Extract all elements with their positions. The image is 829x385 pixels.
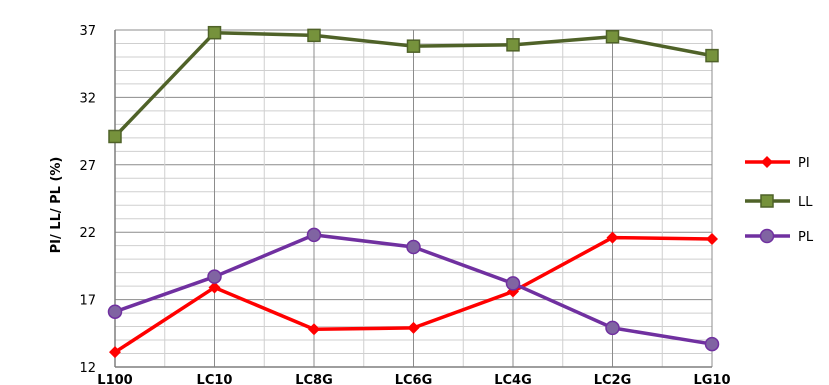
- legend: PI LL PL: [745, 156, 814, 245]
- y-tick-label: 22: [79, 226, 96, 241]
- data-point-ll: [705, 48, 719, 63]
- data-point-pi: [407, 321, 420, 334]
- y-axis-label: PI/ LL/ PL (%): [49, 157, 64, 254]
- data-point-ll: [108, 129, 122, 144]
- data-point-pl: [505, 276, 521, 291]
- data-point-pl: [406, 239, 421, 255]
- data-point-ll: [406, 39, 421, 53]
- data-point-pl: [704, 336, 720, 352]
- legend-entry-ll: LL: [745, 194, 813, 210]
- x-tick-label: LG10: [693, 373, 730, 385]
- data-point-pi: [706, 232, 718, 245]
- x-tick-label: L100: [97, 373, 132, 385]
- data-point-ll: [207, 25, 222, 40]
- y-tick-label: 12: [79, 361, 96, 376]
- data-point-pl: [107, 304, 123, 319]
- legend-label-pl: PL: [798, 230, 814, 245]
- legend-label-ll: LL: [798, 195, 813, 210]
- data-point-pi: [109, 346, 121, 359]
- legend-entry-pl: PL: [745, 228, 814, 245]
- data-point-ll: [605, 29, 620, 44]
- data-point-ll: [506, 38, 520, 52]
- series-ll: [108, 25, 719, 144]
- x-tick-label: LC4G: [494, 373, 532, 385]
- plot-grid: [114, 29, 713, 368]
- x-axis-ticks: L100 LC10 LC8G LC6G LC4G LC2G LG10: [97, 373, 730, 385]
- y-tick-label: 32: [79, 91, 96, 106]
- legend-entry-pi: PI: [745, 156, 810, 171]
- legend-label-pi: PI: [798, 156, 810, 171]
- data-point-ll: [307, 28, 321, 43]
- x-tick-label: LC10: [197, 373, 233, 385]
- y-tick-label: 17: [79, 294, 96, 309]
- y-tick-label: 37: [79, 24, 96, 39]
- y-tick-label: 27: [79, 159, 96, 174]
- data-point-pi: [308, 323, 320, 336]
- legend-marker-ll: [760, 194, 774, 208]
- data-point-pl: [207, 269, 222, 284]
- x-tick-label: LC2G: [594, 373, 632, 385]
- data-point-pi: [606, 231, 619, 244]
- series-pl: [107, 227, 720, 352]
- series-layer: [107, 25, 720, 359]
- y-axis-ticks: 12 17 22 27 32 37: [79, 24, 96, 376]
- legend-marker-pi: [761, 156, 773, 168]
- data-point-pl: [605, 320, 620, 336]
- legend-marker-pl: [759, 228, 775, 244]
- data-point-pl: [306, 227, 322, 243]
- x-tick-label: LC6G: [395, 373, 433, 385]
- x-tick-label: LC8G: [295, 373, 333, 385]
- data-point-pi: [208, 281, 221, 294]
